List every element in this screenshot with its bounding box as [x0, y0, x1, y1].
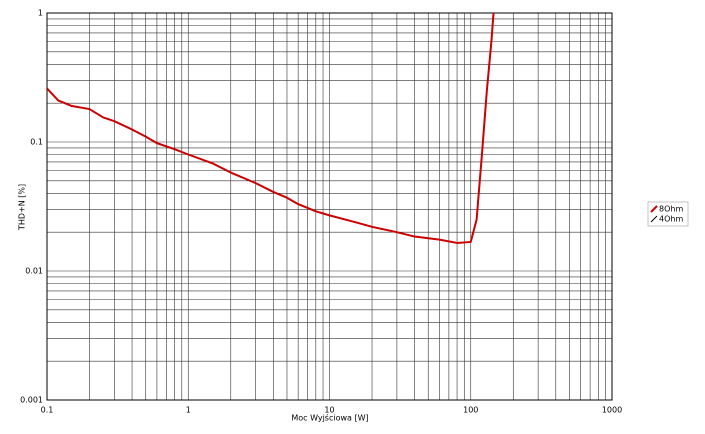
- x-tick-label: 1: [186, 406, 191, 415]
- y-tick-label: 0.01: [25, 267, 43, 276]
- x-tick-label: 10: [324, 406, 334, 415]
- y-axis-label: THD+N [%]: [18, 184, 27, 231]
- y-tick-label: 0.1: [30, 138, 43, 147]
- x-tick-label: 1000: [602, 406, 622, 415]
- x-tick-label: 100: [463, 406, 478, 415]
- y-tick-label: 1: [38, 9, 43, 18]
- x-axis-label: Moc Wyjściowa [W]: [291, 413, 368, 423]
- legend-label: 8Ohm: [659, 205, 683, 214]
- x-tick-label: 0.1: [41, 406, 54, 415]
- plot-frame: [46, 12, 613, 401]
- legend-box: [647, 201, 689, 227]
- legend-swatch: [650, 215, 658, 223]
- y-tick-label: 0.001: [20, 396, 43, 405]
- legend-swatch: [650, 205, 658, 213]
- legend-label: 4Ohm: [659, 215, 683, 224]
- data-line: [47, 13, 495, 244]
